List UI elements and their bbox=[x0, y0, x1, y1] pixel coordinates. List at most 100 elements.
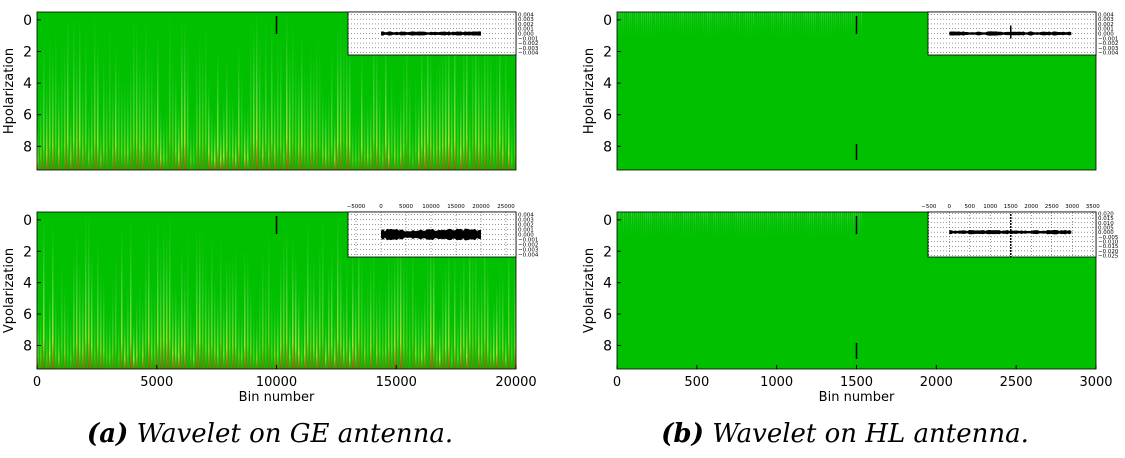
stripe bbox=[157, 225, 159, 369]
stripe bbox=[388, 252, 390, 369]
stripe bbox=[355, 113, 357, 170]
stripe bbox=[472, 34, 474, 170]
stripe bbox=[797, 12, 798, 91]
stripe bbox=[817, 212, 818, 291]
stripe bbox=[226, 261, 228, 369]
stripe bbox=[94, 303, 96, 369]
stripe bbox=[433, 84, 435, 170]
stripe bbox=[436, 67, 438, 170]
stripe bbox=[815, 212, 816, 291]
stripe bbox=[58, 318, 60, 369]
stripe bbox=[184, 24, 186, 171]
stripe bbox=[631, 12, 632, 91]
stripe bbox=[851, 212, 852, 291]
stripe bbox=[847, 12, 848, 91]
stripe bbox=[749, 212, 750, 291]
stripe bbox=[145, 18, 147, 170]
stripe bbox=[857, 212, 858, 291]
stripe bbox=[391, 262, 393, 369]
stripe bbox=[172, 290, 174, 369]
stripe bbox=[331, 245, 333, 369]
stripe bbox=[753, 212, 754, 291]
stripe bbox=[220, 237, 222, 369]
stripe bbox=[729, 12, 730, 91]
stripe bbox=[771, 212, 772, 291]
stripe bbox=[376, 48, 378, 170]
stripe bbox=[439, 59, 441, 171]
stripe bbox=[815, 12, 816, 91]
stripe bbox=[373, 12, 375, 170]
stripe bbox=[64, 46, 66, 170]
stripe bbox=[202, 46, 204, 170]
stripe bbox=[745, 12, 746, 91]
stripe bbox=[277, 41, 279, 171]
inset-x-tick-label: 2000 bbox=[1024, 204, 1038, 210]
stripe bbox=[82, 81, 84, 170]
stripe bbox=[331, 49, 333, 170]
stripe bbox=[343, 16, 345, 170]
stripe bbox=[823, 212, 824, 291]
stripe bbox=[67, 296, 69, 369]
inset-x-tick-label: 500 bbox=[965, 204, 976, 210]
stripe bbox=[253, 24, 255, 170]
stripe bbox=[235, 116, 237, 170]
stripe bbox=[847, 212, 848, 291]
stripe bbox=[421, 306, 423, 369]
y-tick-label: 4 bbox=[23, 276, 32, 292]
y-tick-label: 8 bbox=[603, 139, 612, 155]
stripe bbox=[370, 259, 372, 369]
stripe bbox=[733, 212, 734, 291]
stripe bbox=[487, 261, 489, 369]
inset-y-tick-label: −0.004 bbox=[518, 51, 539, 57]
stripe bbox=[661, 212, 662, 291]
stripe bbox=[415, 76, 417, 170]
caption-label: (a) bbox=[87, 419, 128, 449]
stripe bbox=[707, 12, 708, 91]
inset-x-tick-label: 1500 bbox=[1004, 204, 1018, 210]
stripe bbox=[665, 212, 666, 291]
stripe bbox=[623, 212, 624, 291]
inset-y-tick-label: 0.000 bbox=[518, 32, 534, 38]
stripe bbox=[753, 12, 754, 91]
stripe bbox=[277, 299, 279, 369]
stripe bbox=[795, 212, 796, 291]
stripe bbox=[451, 320, 453, 369]
caption-text: Wavelet on GE antenna. bbox=[137, 419, 453, 449]
stripe bbox=[855, 12, 856, 91]
x-tick-label: 0 bbox=[33, 375, 41, 390]
stripe bbox=[319, 39, 321, 170]
inset-y-tick-label: −0.015 bbox=[1098, 244, 1119, 250]
stripe bbox=[637, 212, 638, 291]
stripe bbox=[256, 316, 258, 369]
stripe bbox=[769, 212, 770, 291]
stripe bbox=[731, 212, 732, 291]
stripe bbox=[813, 12, 814, 91]
x-tick-label: 1500 bbox=[840, 375, 873, 390]
stripe bbox=[136, 299, 138, 369]
stripe bbox=[454, 16, 456, 170]
stripe bbox=[799, 12, 800, 91]
inset-x-tick-label: 0 bbox=[379, 204, 383, 210]
stripe bbox=[825, 212, 826, 291]
stripe bbox=[725, 212, 726, 291]
stripe bbox=[376, 288, 378, 369]
stripe bbox=[166, 232, 168, 369]
stripe bbox=[671, 12, 672, 91]
stripe bbox=[783, 212, 784, 291]
inset-y-tick-label: 0.000 bbox=[1098, 32, 1114, 38]
stripe bbox=[765, 12, 766, 91]
stripe bbox=[259, 280, 261, 369]
caption-b: (b) Wavelet on HL antenna. bbox=[661, 419, 1029, 449]
stripe bbox=[73, 20, 75, 171]
stripe bbox=[325, 100, 327, 170]
plot-frame bbox=[36, 11, 517, 171]
x-tick-label: 1000 bbox=[760, 375, 793, 390]
stripe bbox=[713, 12, 714, 91]
stripe bbox=[310, 261, 312, 369]
stripe bbox=[853, 212, 854, 291]
stripe bbox=[421, 36, 423, 171]
stripe bbox=[795, 12, 796, 91]
stripe bbox=[154, 86, 156, 170]
stripe bbox=[163, 226, 165, 369]
stripe bbox=[418, 96, 420, 170]
